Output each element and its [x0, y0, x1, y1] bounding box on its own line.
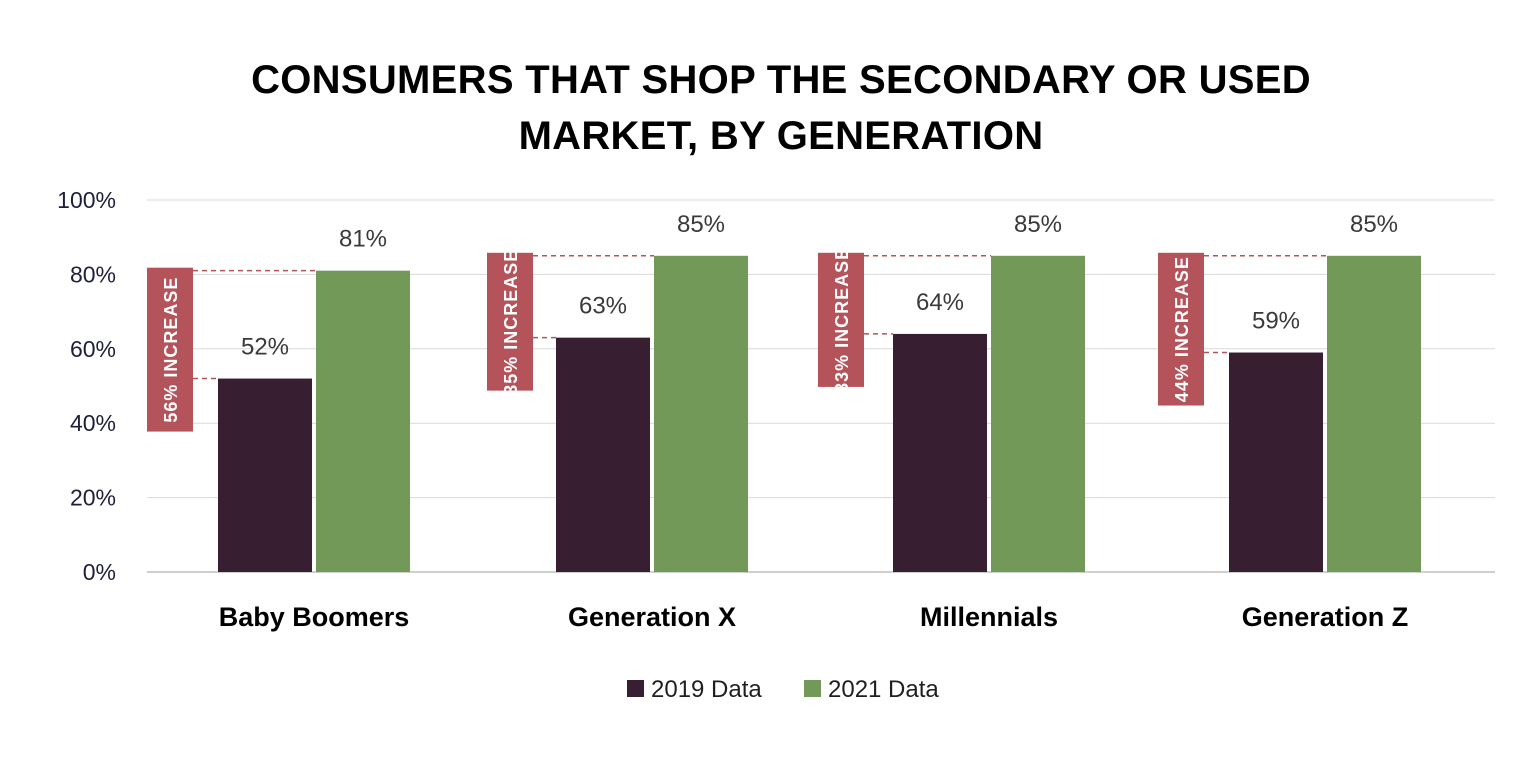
category-label: Generation X [568, 602, 736, 632]
category-label: Millennials [920, 602, 1058, 632]
data-label-2019: 64% [916, 289, 964, 316]
chart-title-line-1: CONSUMERS THAT SHOP THE SECONDARY OR USE… [251, 58, 1311, 102]
increase-callout-box [818, 252, 864, 387]
data-label-2019: 52% [241, 334, 289, 361]
increase-callout-label: 35% INCREASE [501, 249, 521, 395]
increase-callout-box [487, 252, 533, 391]
chart-title: CONSUMERS THAT SHOP THE SECONDARY OR USE… [0, 52, 1522, 164]
legend-swatch [804, 680, 821, 697]
bar-2019 [556, 337, 650, 572]
y-tick-label: 60% [70, 336, 116, 362]
category-label: Baby Boomers [219, 602, 410, 632]
bar-2021 [991, 255, 1085, 573]
data-label-2019: 59% [1252, 308, 1300, 335]
data-label-2021: 85% [1014, 211, 1062, 238]
bar-2019 [1229, 352, 1323, 572]
increase-callout-box [147, 267, 193, 432]
legend-swatch [627, 680, 644, 697]
legend-label: 2019 Data [651, 676, 762, 703]
increase-callout-label: 33% INCREASE [832, 247, 852, 393]
bar-2021 [1327, 255, 1421, 573]
bar-2021 [654, 255, 748, 573]
data-label-2021: 81% [339, 226, 387, 253]
y-tick-label: 0% [83, 559, 116, 585]
data-label-2021: 85% [677, 211, 725, 238]
bar-2021 [316, 270, 410, 572]
chart-title-line-2: MARKET, BY GENERATION [518, 114, 1044, 158]
y-tick-label: 40% [70, 410, 116, 436]
category-label: Generation Z [1242, 602, 1409, 632]
data-label-2021: 85% [1350, 211, 1398, 238]
increase-callout-label: 44% INCREASE [1172, 256, 1192, 402]
y-tick-label: 100% [57, 187, 116, 213]
y-tick-label: 80% [70, 261, 116, 287]
y-tick-label: 20% [70, 485, 116, 511]
bar-2019 [218, 378, 312, 572]
increase-callout-box [1158, 252, 1204, 406]
increase-callout-label: 56% INCREASE [161, 277, 181, 423]
data-label-2019: 63% [579, 293, 627, 320]
legend-label: 2021 Data [828, 676, 939, 703]
bar-2019 [893, 333, 987, 572]
